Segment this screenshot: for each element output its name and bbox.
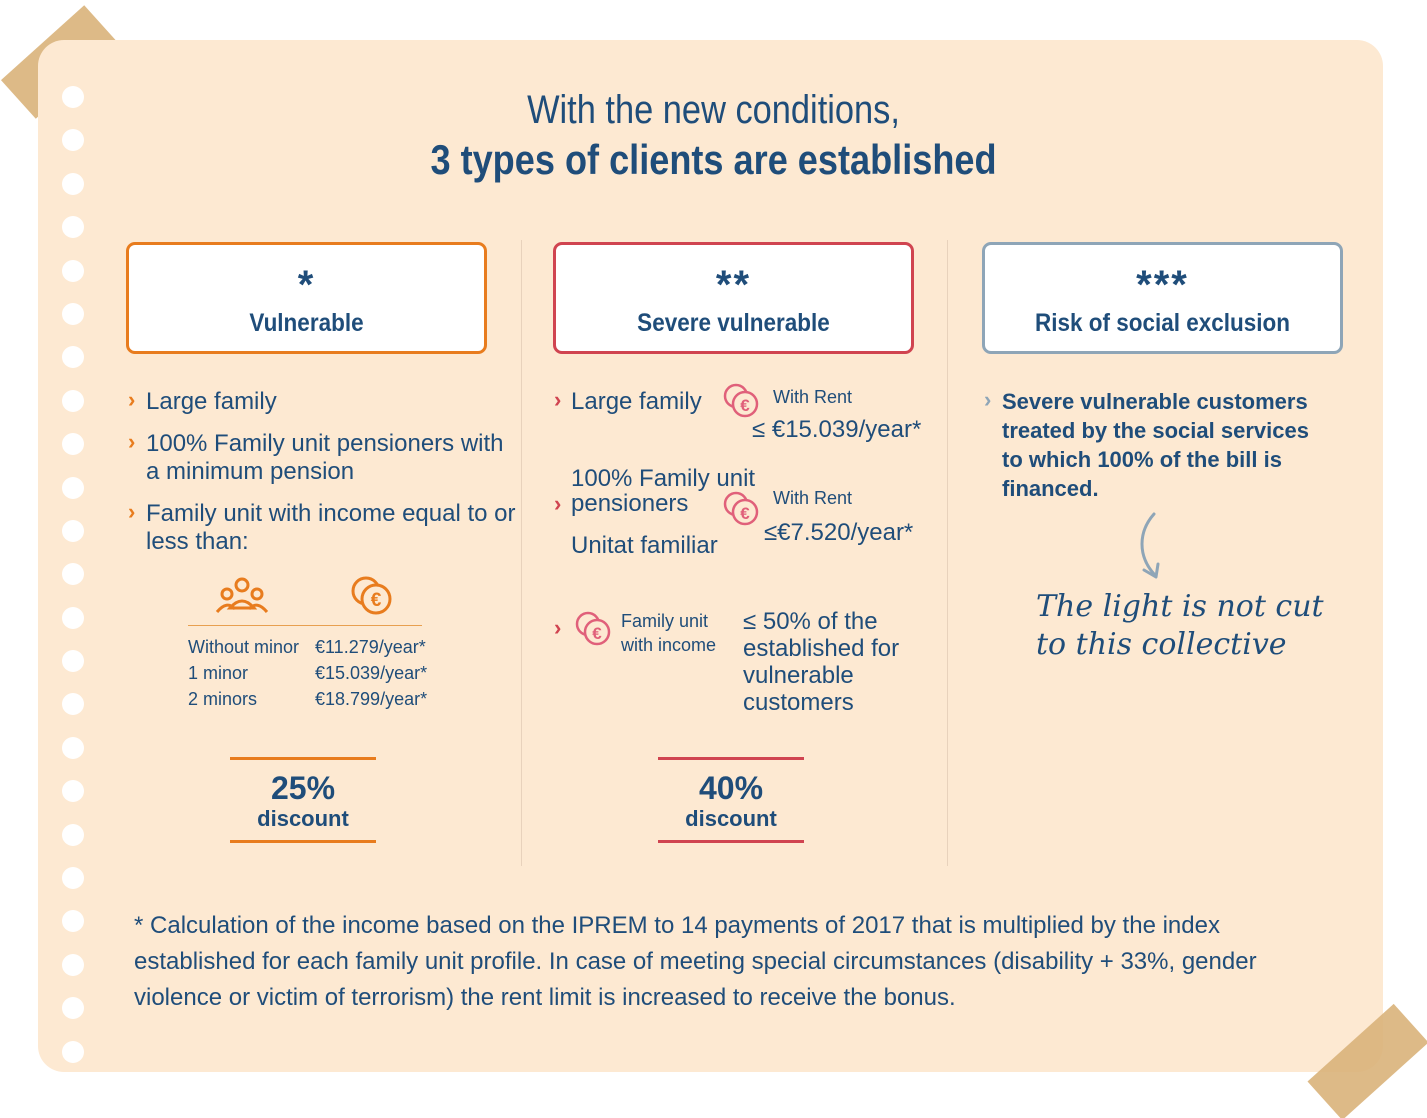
svg-text:€: € xyxy=(740,396,750,415)
arrow-down-icon xyxy=(1140,512,1160,579)
binder-hole xyxy=(62,172,84,195)
binder-hole xyxy=(62,216,84,239)
binder-hole xyxy=(62,780,84,803)
rent-value: ≤ €15.039/year* xyxy=(752,416,922,443)
vulnerable-bullet: 100% Family unit pensioners with a minim… xyxy=(146,430,504,485)
risk-bullet-line: to which 100% of the bill is xyxy=(1002,447,1282,472)
note-line-1: The light is not cut xyxy=(1036,589,1324,624)
binder-hole xyxy=(62,563,84,586)
category-name: Risk of social exclusion xyxy=(1034,309,1291,337)
binder-holes xyxy=(62,86,88,1084)
risk-bullet-line: treated by the social services xyxy=(1002,418,1309,443)
category-name: Severe vulnerable xyxy=(637,309,830,337)
binder-hole xyxy=(62,86,84,108)
income-row-label: Without minor xyxy=(188,637,300,657)
binder-hole xyxy=(62,476,84,499)
income-value-line: ≤ 50% of the xyxy=(743,608,878,635)
discount-bar xyxy=(230,757,376,760)
severe-bullet: Large family xyxy=(571,388,702,415)
discount-severe: 40% discount xyxy=(658,757,804,843)
paper-background xyxy=(38,40,1383,1072)
income-value-line: customers xyxy=(743,689,854,716)
category-risk-social-exclusion: *** Risk of social exclusion xyxy=(982,242,1343,354)
binder-hole xyxy=(62,650,84,673)
discount-bar xyxy=(658,757,804,760)
income-table-rule xyxy=(188,625,422,626)
footnote: * Calculation of the income based on the… xyxy=(134,912,1257,1011)
income-row-value: €11.279/year* xyxy=(315,637,426,657)
binder-hole xyxy=(62,823,84,846)
note-line-2: to this collective xyxy=(1036,627,1287,662)
coins-icon: € xyxy=(723,383,759,418)
svg-text:€: € xyxy=(592,624,602,643)
income-row-value: €15.039/year* xyxy=(315,663,428,683)
page-title: With the new conditions, 3 types of clie… xyxy=(0,86,1427,186)
svg-text:€: € xyxy=(740,504,750,523)
category-name: Vulnerable xyxy=(249,309,364,337)
chevron-right-icon: › xyxy=(554,491,562,516)
binder-hole xyxy=(62,693,84,716)
title-line-2: 3 types of clients are established xyxy=(430,136,997,183)
income-value-line: vulnerable xyxy=(743,662,854,689)
coins-icon: € xyxy=(575,611,611,646)
binder-hole xyxy=(62,389,84,412)
risk-bullet-line: financed. xyxy=(1002,476,1099,501)
discount-label: discount xyxy=(257,806,349,831)
category-severe-vulnerable: ** Severe vulnerable xyxy=(553,242,914,354)
binder-hole xyxy=(62,433,84,456)
discount-bar xyxy=(230,840,376,843)
binder-hole xyxy=(62,997,84,1020)
rent-label: With Rent xyxy=(773,387,853,407)
category-stars: ** xyxy=(715,263,752,307)
chevron-right-icon: › xyxy=(554,615,562,640)
binder-hole xyxy=(62,953,84,976)
family-icon xyxy=(215,577,269,613)
binder-hole xyxy=(62,519,84,542)
vulnerable-bullet: Large family xyxy=(146,388,277,415)
discount-vulnerable: 25% discount xyxy=(230,757,376,843)
chevron-right-icon: › xyxy=(128,499,136,524)
title-line-1: With the new conditions, xyxy=(527,88,900,132)
income-label-line: Family unit xyxy=(621,611,709,631)
discount-percent: 25% xyxy=(270,770,336,806)
coins-icon: € xyxy=(723,491,759,526)
category-stars: *** xyxy=(1136,263,1189,307)
chevron-right-icon: › xyxy=(984,387,992,412)
income-row-value: €18.799/year* xyxy=(315,689,428,709)
binder-hole xyxy=(62,346,84,369)
coins-icon: € xyxy=(351,576,392,615)
discount-label: discount xyxy=(685,806,777,831)
binder-hole xyxy=(62,910,84,933)
severe-bullet-line: Unitat familiar xyxy=(571,532,718,559)
income-value-line: established for xyxy=(743,635,900,662)
rent-value: ≤€7.520/year* xyxy=(764,519,914,546)
svg-text:€: € xyxy=(371,590,382,611)
vulnerable-bullet: Family unit with income equal to or less… xyxy=(146,500,516,555)
severe-bullet-line: 100% Family unit xyxy=(571,465,756,492)
chevron-right-icon: › xyxy=(128,387,136,412)
income-row-label: 2 minors xyxy=(188,689,258,709)
handwritten-note: The light is not cut to this collective xyxy=(1036,588,1324,664)
income-row-label: 1 minor xyxy=(188,663,249,683)
category-vulnerable: * Vulnerable xyxy=(126,242,487,354)
income-label-line: with income xyxy=(621,635,717,655)
discount-percent: 40% xyxy=(698,770,764,806)
binder-hole xyxy=(62,302,84,325)
chevron-right-icon: › xyxy=(128,429,136,454)
binder-hole xyxy=(62,736,84,759)
discount-bar xyxy=(658,840,804,843)
binder-hole xyxy=(62,1040,84,1063)
category-stars: * xyxy=(297,263,316,307)
risk-bullet-line: Severe vulnerable customers xyxy=(1002,389,1308,414)
rent-label: With Rent xyxy=(773,488,853,508)
severe-bullet-line: pensioners xyxy=(571,490,689,517)
column-divider xyxy=(521,240,522,866)
binder-hole xyxy=(62,606,84,629)
column-divider xyxy=(947,240,948,866)
binder-hole xyxy=(62,867,84,890)
binder-hole xyxy=(62,129,84,152)
binder-hole xyxy=(62,259,84,282)
chevron-right-icon: › xyxy=(554,387,562,412)
